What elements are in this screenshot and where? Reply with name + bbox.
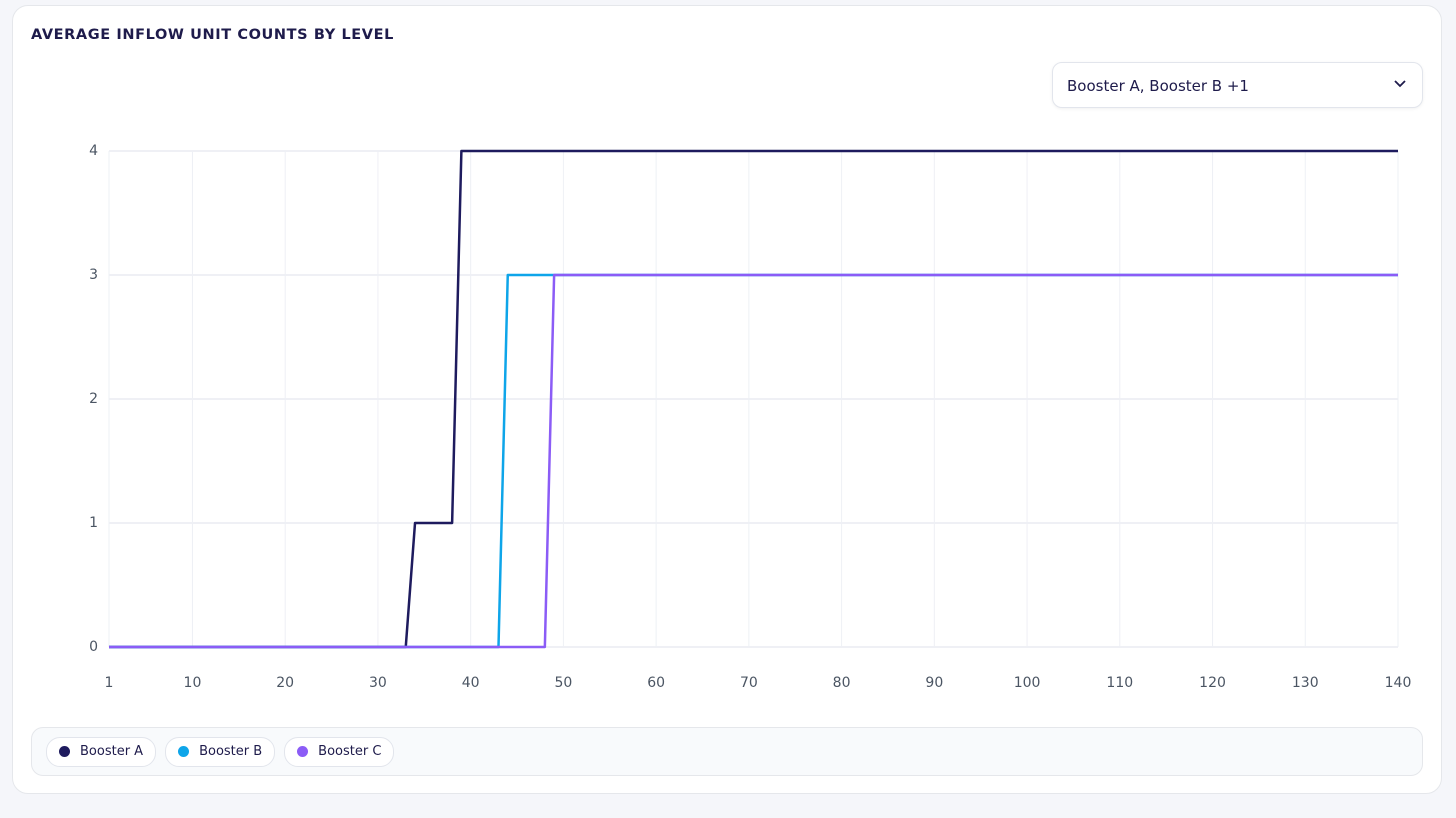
x-tick-label: 70: [740, 675, 758, 691]
legend: Booster A Booster B Booster C: [31, 727, 1423, 776]
x-tick-label: 30: [369, 675, 387, 691]
series-selector[interactable]: Booster A, Booster B +1: [1052, 62, 1423, 108]
x-tick-label: 50: [554, 675, 572, 691]
y-tick-label: 0: [89, 639, 98, 655]
x-tick-label: 20: [276, 675, 294, 691]
x-tick-label: 130: [1292, 675, 1319, 691]
x-tick-label: 10: [184, 675, 202, 691]
chart-title: AVERAGE INFLOW UNIT COUNTS BY LEVEL: [31, 27, 394, 43]
legend-swatch: [178, 746, 190, 757]
y-tick-label: 1: [89, 515, 98, 531]
y-tick-label: 4: [89, 143, 98, 159]
legend-swatch: [59, 746, 70, 757]
x-tick-label: 120: [1199, 675, 1226, 691]
x-tick-label: 140: [1385, 675, 1412, 691]
x-tick-label: 110: [1106, 675, 1133, 691]
legend-label: Booster C: [318, 744, 382, 759]
y-tick-label: 2: [89, 391, 98, 407]
selector-text: Booster A, Booster B +1: [1067, 77, 1249, 95]
x-tick-label: 40: [462, 675, 480, 691]
legend-item[interactable]: Booster C: [284, 736, 395, 767]
x-tick-label: 80: [833, 675, 851, 691]
y-tick-label: 3: [89, 267, 98, 283]
legend-item[interactable]: Booster B: [165, 736, 276, 767]
legend-swatch: [297, 746, 309, 757]
x-tick-label: 100: [1014, 675, 1041, 691]
series-line: [109, 273, 1398, 649]
series-line: [109, 273, 1398, 649]
x-tick-label: 90: [925, 675, 943, 691]
x-tick-label: 1: [105, 675, 114, 691]
legend-label: Booster B: [199, 744, 263, 759]
x-tick-label: 60: [647, 675, 665, 691]
legend-label: Booster A: [80, 744, 144, 759]
chevron: [1394, 80, 1406, 88]
legend-item[interactable]: Booster A: [46, 736, 157, 767]
